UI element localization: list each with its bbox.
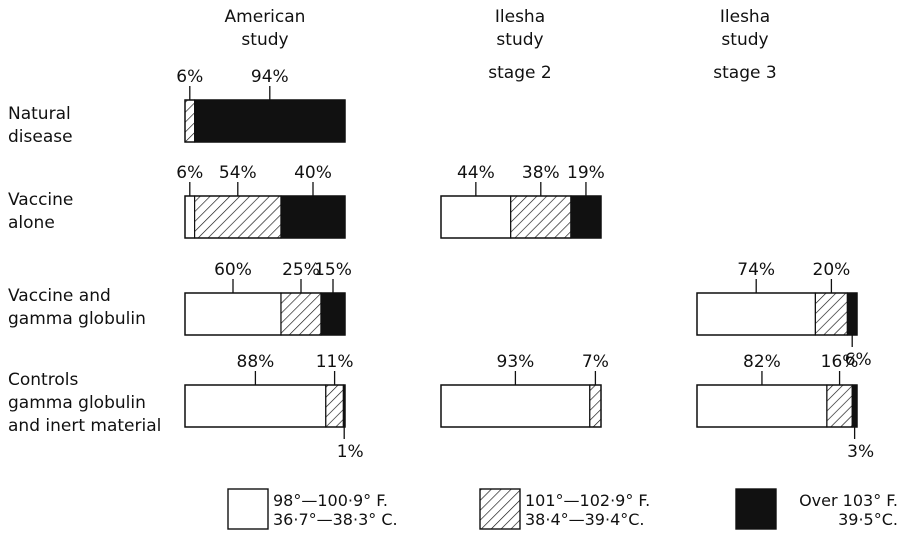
pct-label: 20% bbox=[813, 260, 851, 280]
pct-label: 6% bbox=[176, 67, 203, 87]
legend-label-0-line-0: 98°—100·9° F. bbox=[273, 491, 388, 510]
pct-label: 82% bbox=[743, 352, 781, 372]
pct-label: 16% bbox=[821, 352, 859, 372]
bar-outline bbox=[184, 292, 346, 336]
bar-outline bbox=[696, 384, 858, 428]
bar-segment-hatched bbox=[826, 384, 853, 428]
pct-label: 94% bbox=[251, 67, 289, 87]
bar-segment-white bbox=[440, 384, 591, 428]
group-title-0-line-0: American bbox=[225, 7, 306, 27]
group-title-1-line-1: study bbox=[496, 30, 543, 50]
bar-segment-black bbox=[280, 195, 346, 239]
pct-label: 88% bbox=[237, 352, 275, 372]
bar-outline bbox=[440, 195, 602, 239]
legend-swatch-hatched bbox=[479, 488, 521, 530]
row-label-1-line-0: Vaccine bbox=[8, 190, 73, 210]
bar-segment-white bbox=[440, 195, 512, 239]
row-label-3-line-1: gamma globulin bbox=[8, 393, 146, 413]
bar-segment-black bbox=[570, 195, 602, 239]
stacked-bar-r3-g0: 88% 11% 1% bbox=[184, 352, 364, 462]
row-label-1-line-1: alone bbox=[8, 213, 55, 233]
pct-label: 44% bbox=[457, 163, 495, 183]
stacked-bar-r0-g0: 6% 94% bbox=[176, 67, 346, 143]
row-label-2-line-1: gamma globulin bbox=[8, 309, 146, 329]
stacked-bar-r2-g2: 74% 20% 6% bbox=[696, 260, 872, 370]
pct-label: 40% bbox=[294, 163, 332, 183]
bar-outline bbox=[184, 195, 346, 239]
legend-label-2-line-0: Over 103° F. bbox=[799, 491, 898, 510]
pct-label: 38% bbox=[522, 163, 560, 183]
bar-segment-white bbox=[696, 384, 828, 428]
legend-label-0-line-1: 36·7°—38·3° C. bbox=[273, 510, 398, 529]
legend-label-1-line-0: 101°—102·9° F. bbox=[525, 491, 650, 510]
pct-label: 74% bbox=[737, 260, 775, 280]
pct-label: 15% bbox=[314, 260, 352, 280]
bar-segment-black bbox=[194, 99, 346, 143]
bar-segment-hatched bbox=[184, 99, 196, 143]
bar-segment-hatched bbox=[194, 195, 282, 239]
bar-segment-hatched bbox=[510, 195, 572, 239]
bar-segment-hatched bbox=[589, 384, 602, 428]
stacked-bar-r1-g1: 44% 38% 19% bbox=[440, 163, 605, 239]
stacked-bar-r3-g1: 93% 7% bbox=[440, 352, 609, 428]
row-label-3-line-0: Controls bbox=[8, 370, 78, 390]
bar-segment-white bbox=[184, 384, 327, 428]
row-label-0-line-1: disease bbox=[8, 127, 73, 147]
legend-swatch-white bbox=[227, 488, 269, 530]
pct-label: 60% bbox=[214, 260, 252, 280]
bar-segment-black bbox=[846, 292, 858, 336]
legend-label-2-line-1: 39·5°C. bbox=[838, 510, 898, 529]
bar-segment-hatched bbox=[325, 384, 344, 428]
stacked-bar-r1-g0: 6% 54% 40% bbox=[176, 163, 346, 239]
bar-outline bbox=[184, 384, 346, 428]
stacked-bar-r3-g2: 82% 16% 3% bbox=[696, 352, 874, 462]
bar-outline bbox=[184, 99, 346, 143]
bar-outline bbox=[696, 292, 858, 336]
row-label-3-line-2: and inert material bbox=[8, 416, 161, 436]
pct-label: 19% bbox=[567, 163, 605, 183]
pct-label: 7% bbox=[582, 352, 609, 372]
bar-segment-white bbox=[184, 195, 196, 239]
group-title-2-line-1: study bbox=[721, 30, 768, 50]
pct-label: 54% bbox=[219, 163, 257, 183]
group-title-2-line-2: stage 3 bbox=[713, 63, 776, 83]
bar-segment-black bbox=[851, 384, 858, 428]
pct-label: 1% bbox=[337, 442, 364, 462]
bar-segment-hatched bbox=[814, 292, 849, 336]
pct-label: 93% bbox=[497, 352, 535, 372]
bar-outline bbox=[440, 384, 602, 428]
bar-segment-hatched bbox=[280, 292, 322, 336]
group-title-1-line-2: stage 2 bbox=[488, 63, 551, 83]
row-label-0-line-0: Natural bbox=[8, 104, 71, 124]
bar-segment-white bbox=[696, 292, 817, 336]
pct-label: 6% bbox=[176, 163, 203, 183]
pct-label: 25% bbox=[282, 260, 320, 280]
bar-segment-white bbox=[184, 292, 282, 336]
stacked-bar-r2-g0: 60% 25%15% bbox=[184, 260, 352, 336]
pct-label: 6% bbox=[845, 350, 872, 370]
group-title-1-line-0: Ilesha bbox=[495, 7, 545, 27]
pct-label: 3% bbox=[847, 442, 874, 462]
bar-segment-black bbox=[320, 292, 346, 336]
group-title-0-line-1: study bbox=[241, 30, 288, 50]
group-title-2-line-0: Ilesha bbox=[720, 7, 770, 27]
row-label-2-line-0: Vaccine and bbox=[8, 286, 111, 306]
pct-label: 11% bbox=[316, 352, 354, 372]
legend-swatch-black bbox=[735, 488, 777, 530]
legend-label-1-line-1: 38·4°—39·4°C. bbox=[525, 510, 645, 529]
